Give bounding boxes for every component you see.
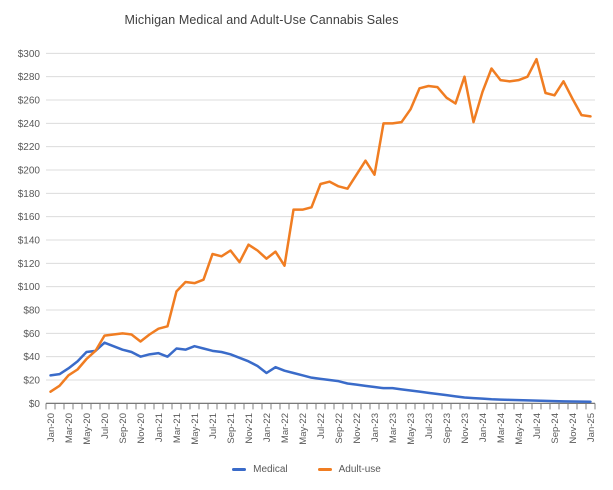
x-tick-label: Sep-21 — [226, 413, 237, 444]
x-tick-label: Jan-22 — [262, 413, 273, 442]
y-tick-label: $60 — [23, 329, 40, 340]
y-tick-label: $300 — [18, 49, 41, 60]
x-tick-label: May-24 — [514, 413, 525, 445]
y-tick-label: $240 — [18, 119, 41, 130]
legend-item-medical: Medical — [232, 463, 288, 475]
y-tick-label: $80 — [23, 305, 40, 316]
y-tick-label: $260 — [18, 95, 41, 106]
legend-label-adult-use: Adult-use — [338, 463, 381, 475]
x-tick-label: Sep-24 — [550, 413, 561, 444]
x-tick-label: Jan-20 — [46, 413, 57, 442]
y-tick-label: $20 — [23, 375, 40, 386]
x-tick-label: Sep-22 — [334, 413, 345, 444]
y-tick-label: $220 — [18, 142, 41, 153]
x-tick-label: Nov-22 — [352, 413, 363, 444]
x-tick-label: Mar-21 — [172, 413, 183, 443]
x-tick-label: Nov-23 — [460, 413, 471, 444]
y-tick-label: $140 — [18, 235, 41, 246]
y-tick-label: $40 — [23, 352, 40, 363]
x-tick-label: Jul-24 — [532, 413, 543, 439]
medical-series-marker-icon — [232, 467, 247, 471]
adult-use-series-line — [49, 57, 592, 393]
x-tick-label: Nov-20 — [136, 413, 147, 444]
x-tick-label: Jul-21 — [208, 413, 219, 439]
adult-use-series-marker-icon — [317, 467, 332, 471]
x-tick-label: Mar-23 — [388, 413, 399, 443]
medical-series-line — [49, 341, 592, 403]
x-tick-label: Mar-22 — [280, 413, 291, 443]
legend-label-medical: Medical — [253, 463, 288, 475]
y-tick-label: $200 — [18, 165, 41, 176]
y-tick-label: $120 — [18, 259, 41, 270]
legend-item-adult-use: Adult-use — [317, 463, 381, 475]
x-tick-label: May-20 — [82, 413, 93, 445]
x-tick-label: May-21 — [190, 413, 201, 445]
x-tick-label: Jan-23 — [370, 413, 381, 442]
chart-legend: Medical Adult-use — [0, 459, 613, 479]
y-tick-label: $100 — [18, 282, 41, 293]
x-tick-label: Jan-21 — [154, 413, 165, 442]
x-tick-label: Mar-20 — [64, 413, 75, 443]
x-tick-label: Nov-21 — [244, 413, 255, 444]
chart-title: Michigan Medical and Adult-Use Cannabis … — [124, 13, 399, 27]
y-tick-label: $0 — [29, 399, 41, 410]
x-tick-label: Nov-24 — [568, 413, 579, 444]
x-tick-label: Jul-22 — [316, 413, 327, 439]
x-tick-label: Mar-24 — [496, 413, 507, 443]
x-tick-label: Jul-23 — [424, 413, 435, 439]
y-tick-label: $160 — [18, 212, 41, 223]
y-tick-label: $180 — [18, 189, 41, 200]
x-tick-label: Jul-20 — [100, 413, 111, 439]
x-tick-label: Jan-24 — [478, 413, 489, 442]
x-tick-label: May-22 — [298, 413, 309, 445]
x-tick-label: Sep-23 — [442, 413, 453, 444]
x-tick-label: Jan-25 — [586, 413, 597, 442]
x-tick-label: May-23 — [406, 413, 417, 445]
y-tick-label: $280 — [18, 72, 41, 83]
x-tick-label: Sep-20 — [118, 413, 129, 444]
